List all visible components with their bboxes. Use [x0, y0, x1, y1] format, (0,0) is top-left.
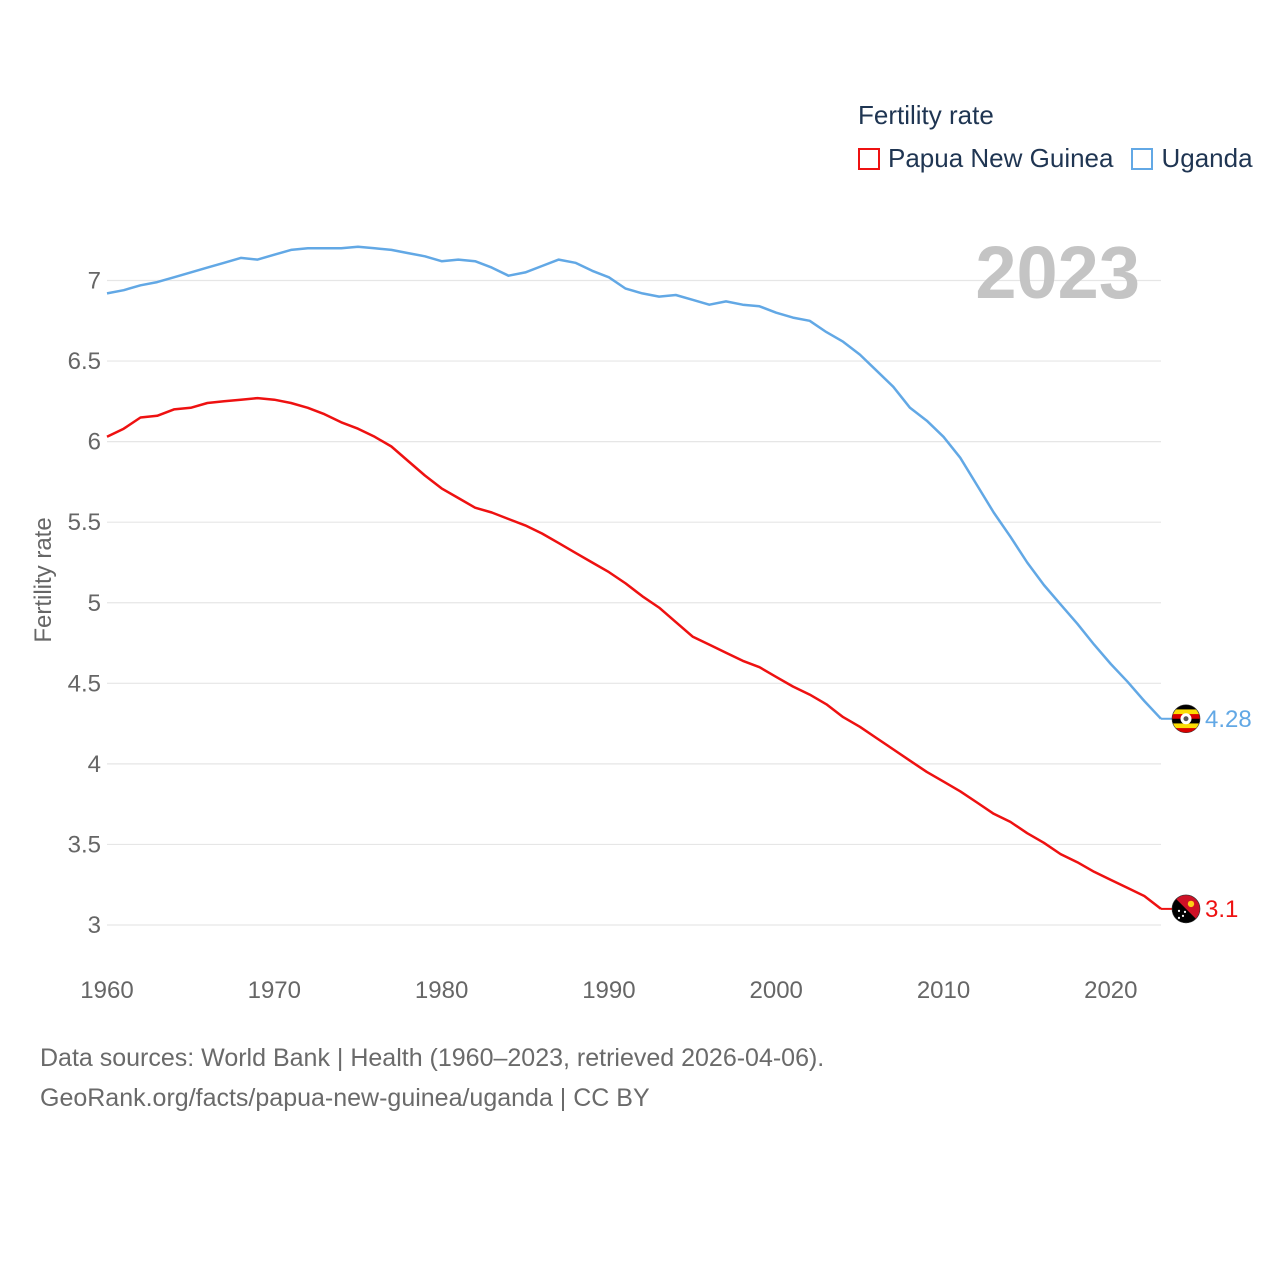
x-tick-label: 1990 [582, 977, 635, 1004]
x-tick-label: 2020 [1084, 977, 1137, 1004]
legend-label-uganda: Uganda [1161, 143, 1253, 173]
legend-swatch-papua-new-guinea [858, 147, 880, 170]
y-tick-label: 5.5 [68, 509, 101, 536]
y-tick-label: 3 [88, 912, 101, 939]
y-tick-label: 6 [88, 429, 101, 456]
source-link[interactable]: GeoRank.org/facts/papua-new-guinea/ugand… [40, 1084, 650, 1112]
x-tick-label: 2000 [750, 977, 803, 1004]
y-tick-label: 7 [88, 268, 101, 295]
end-value-label-papua-new-guinea: 3.1 [1205, 896, 1238, 923]
legend-label-papua-new-guinea: Papua New Guinea [888, 143, 1114, 173]
y-axis-ticks: 3 3.5 4 4.5 5 5.5 6 6.5 7 [68, 268, 101, 940]
legend-item-papua-new-guinea[interactable]: Papua New Guinea [858, 143, 1113, 174]
uganda-flag-icon [1171, 704, 1201, 734]
grid-lines [107, 279, 1161, 926]
y-axis-label: Fertility rate [30, 517, 57, 642]
series-lines [106, 245, 1162, 910]
x-axis-ticks: 1960 1970 1980 1990 2000 2010 2020 [80, 977, 1137, 1004]
legend-item-uganda[interactable]: Uganda [1131, 143, 1253, 174]
series-end-markers: 3.1 4.28 [1161, 704, 1252, 924]
y-tick-label: 4 [88, 751, 101, 778]
year-watermark: 2023 [975, 231, 1140, 314]
legend-title: Fertility rate [858, 100, 994, 130]
papua-new-guinea-flag-icon [1171, 894, 1201, 924]
series-line-papua-new-guinea[interactable] [106, 396, 1162, 910]
series-line-uganda[interactable] [106, 245, 1162, 720]
y-tick-label: 3.5 [68, 831, 101, 858]
source-text: Data sources: World Bank | Health (1960–… [40, 1044, 825, 1072]
legend: Papua New Guinea Uganda [858, 143, 1271, 174]
x-tick-label: 1970 [248, 977, 301, 1004]
legend-swatch-uganda [1131, 147, 1154, 170]
end-value-label-uganda: 4.28 [1205, 706, 1252, 733]
y-tick-label: 5 [88, 590, 101, 617]
x-tick-label: 1980 [415, 977, 468, 1004]
y-tick-label: 4.5 [68, 670, 101, 697]
x-tick-label: 2010 [917, 977, 970, 1004]
x-tick-label: 1960 [80, 977, 133, 1004]
y-tick-label: 6.5 [68, 348, 101, 375]
